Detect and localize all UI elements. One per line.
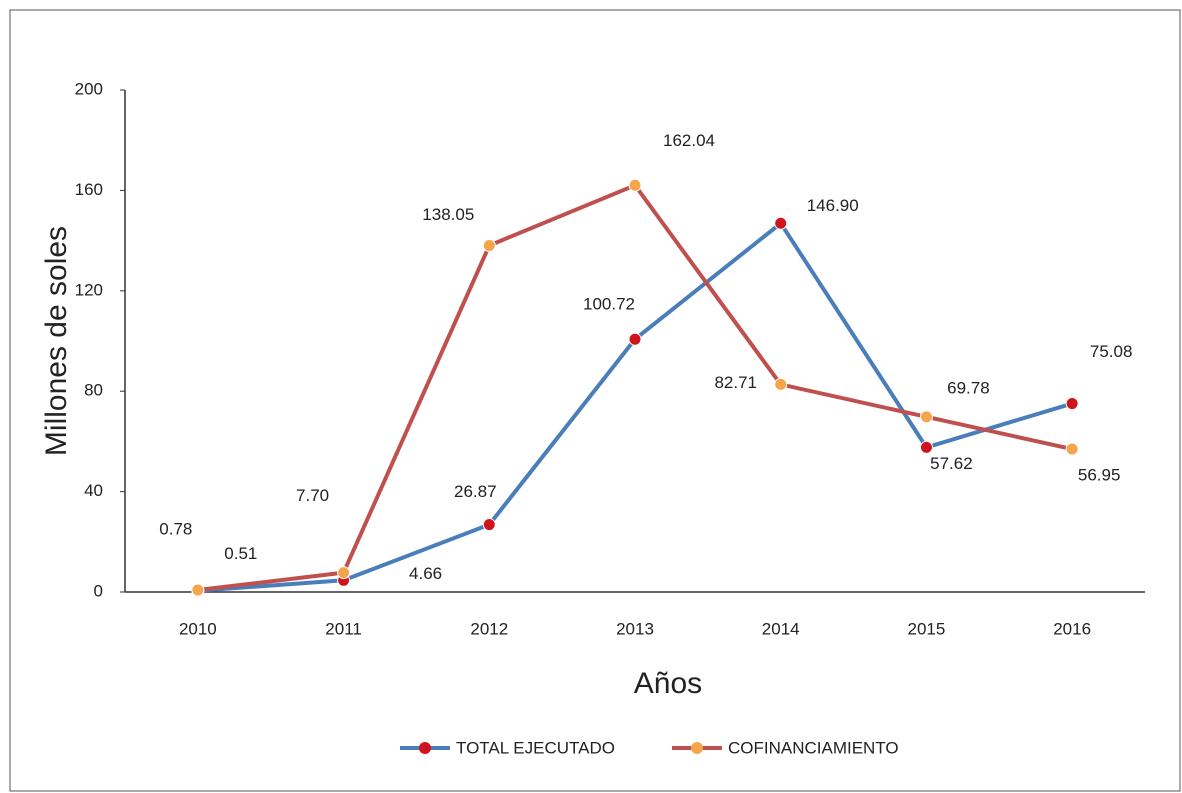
data-label: 100.72 — [583, 295, 635, 314]
frame — [9, 9, 1181, 792]
legend-marker — [419, 742, 431, 754]
y-tick-label: 120 — [75, 280, 103, 299]
data-label: 75.08 — [1090, 342, 1133, 361]
data-point — [1065, 397, 1079, 411]
data-point — [628, 178, 642, 192]
data-point — [482, 238, 496, 252]
y-tick-label: 160 — [75, 180, 103, 199]
legend-label: COFINANCIAMIENTO — [728, 738, 899, 757]
data-label: 82.71 — [714, 373, 757, 392]
x-axis-label: Años — [634, 667, 702, 700]
data-point — [919, 440, 933, 454]
y-tick-label: 80 — [84, 381, 103, 400]
y-tick-label: 40 — [84, 481, 103, 500]
legend-marker — [691, 742, 703, 754]
data-label: 0.51 — [224, 544, 257, 563]
data-label: 162.04 — [663, 131, 715, 150]
data-point — [774, 377, 788, 391]
data-point — [919, 410, 933, 424]
data-label: 0.78 — [159, 520, 192, 539]
y-axis-label: Millones de soles — [40, 226, 73, 456]
x-tick-label: 2010 — [179, 619, 217, 638]
y-tick-label: 200 — [75, 79, 103, 98]
legend-label: TOTAL EJECUTADO — [456, 738, 615, 757]
data-label: 57.62 — [930, 454, 973, 473]
series-line — [197, 182, 1073, 593]
data-label: 146.90 — [807, 196, 859, 215]
data-point — [774, 216, 788, 230]
x-tick-label: 2014 — [762, 619, 800, 638]
data-label: 4.66 — [409, 564, 442, 583]
y-tick-label: 0 — [94, 581, 103, 600]
x-tick-label: 2015 — [908, 619, 946, 638]
series-line — [197, 220, 1073, 593]
data-label: 26.87 — [454, 482, 497, 501]
data-point — [628, 332, 642, 346]
data-point — [191, 583, 205, 597]
x-tick-label: 2012 — [470, 619, 508, 638]
data-point — [337, 566, 351, 580]
data-point — [482, 518, 496, 532]
x-tick-label: 2016 — [1053, 619, 1091, 638]
data-label: 138.05 — [422, 205, 474, 224]
x-tick-label: 2013 — [616, 619, 654, 638]
x-tick-label: 2011 — [325, 619, 362, 638]
data-label: 69.78 — [947, 378, 990, 397]
data-label: 7.70 — [296, 486, 329, 505]
data-point — [1065, 442, 1079, 456]
data-label: 56.95 — [1078, 466, 1121, 485]
